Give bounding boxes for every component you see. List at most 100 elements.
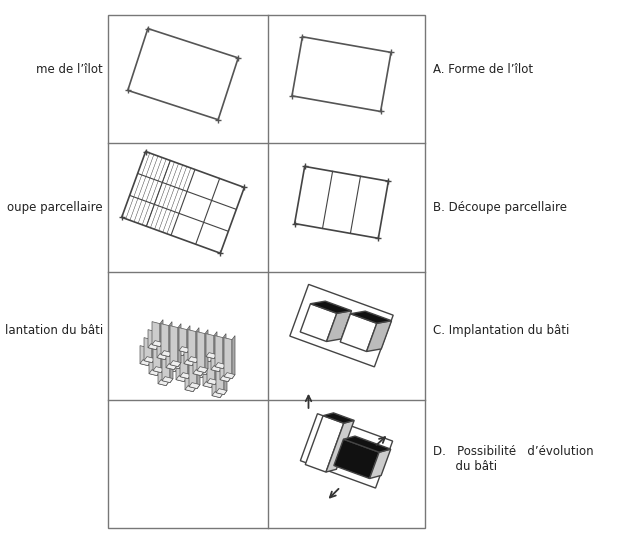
Polygon shape	[157, 346, 160, 376]
Polygon shape	[224, 373, 235, 379]
Polygon shape	[188, 343, 191, 379]
Polygon shape	[180, 373, 191, 379]
Polygon shape	[194, 372, 205, 377]
Polygon shape	[214, 332, 217, 359]
Polygon shape	[176, 376, 187, 382]
Polygon shape	[149, 348, 157, 376]
Polygon shape	[140, 360, 151, 366]
Polygon shape	[207, 379, 218, 384]
Polygon shape	[310, 301, 351, 313]
Polygon shape	[185, 386, 196, 392]
Polygon shape	[202, 356, 205, 377]
Polygon shape	[170, 326, 178, 367]
Polygon shape	[343, 436, 391, 452]
Polygon shape	[228, 343, 231, 382]
Polygon shape	[306, 416, 344, 472]
Polygon shape	[369, 449, 391, 478]
Polygon shape	[224, 338, 232, 379]
Polygon shape	[326, 421, 354, 472]
Polygon shape	[198, 369, 209, 375]
Polygon shape	[207, 352, 215, 384]
Polygon shape	[210, 340, 213, 362]
Polygon shape	[211, 366, 222, 372]
Polygon shape	[188, 329, 196, 363]
Polygon shape	[212, 392, 223, 397]
Polygon shape	[205, 329, 208, 373]
Polygon shape	[188, 356, 199, 363]
Polygon shape	[202, 342, 210, 362]
Polygon shape	[300, 303, 337, 341]
Polygon shape	[157, 354, 168, 360]
Polygon shape	[153, 340, 161, 373]
Polygon shape	[211, 343, 219, 372]
Polygon shape	[215, 349, 218, 384]
Polygon shape	[220, 376, 231, 382]
Polygon shape	[327, 310, 351, 341]
Polygon shape	[175, 349, 186, 356]
Polygon shape	[179, 328, 187, 353]
Polygon shape	[162, 342, 170, 383]
Polygon shape	[193, 369, 204, 376]
Polygon shape	[175, 349, 178, 372]
Polygon shape	[232, 336, 235, 379]
Polygon shape	[148, 343, 159, 349]
Polygon shape	[202, 356, 213, 362]
Polygon shape	[219, 342, 222, 372]
Polygon shape	[189, 348, 197, 389]
Polygon shape	[220, 346, 228, 382]
Polygon shape	[156, 328, 159, 349]
Polygon shape	[197, 367, 208, 373]
Text: me de l’îlot: me de l’îlot	[36, 63, 103, 76]
Polygon shape	[224, 352, 227, 395]
Polygon shape	[179, 342, 182, 369]
Polygon shape	[158, 349, 166, 386]
Text: C. Implantation du bâti: C. Implantation du bâti	[433, 324, 569, 337]
Polygon shape	[161, 350, 172, 356]
Polygon shape	[162, 376, 173, 383]
Polygon shape	[197, 332, 205, 373]
Polygon shape	[144, 338, 152, 363]
Polygon shape	[167, 366, 178, 372]
Polygon shape	[211, 357, 214, 388]
Polygon shape	[161, 338, 164, 373]
Polygon shape	[189, 383, 200, 389]
Polygon shape	[152, 322, 160, 347]
Polygon shape	[176, 354, 184, 382]
Polygon shape	[152, 336, 155, 363]
Polygon shape	[170, 340, 173, 383]
Polygon shape	[366, 321, 392, 352]
Polygon shape	[340, 314, 377, 352]
Polygon shape	[334, 439, 379, 478]
Polygon shape	[169, 322, 172, 356]
Polygon shape	[179, 347, 190, 353]
Polygon shape	[148, 329, 156, 349]
Text: lantation du bâti: lantation du bâti	[5, 324, 103, 337]
Polygon shape	[165, 329, 168, 360]
Polygon shape	[323, 413, 354, 423]
Polygon shape	[160, 320, 163, 347]
Polygon shape	[153, 367, 164, 373]
Polygon shape	[192, 336, 195, 366]
Polygon shape	[184, 360, 195, 366]
Polygon shape	[196, 328, 199, 363]
Polygon shape	[157, 332, 165, 360]
Polygon shape	[185, 356, 193, 392]
Polygon shape	[187, 326, 190, 353]
Polygon shape	[170, 361, 181, 367]
Polygon shape	[216, 389, 227, 395]
Polygon shape	[215, 363, 226, 369]
Polygon shape	[350, 311, 392, 323]
Polygon shape	[149, 369, 160, 376]
Text: B. Découpe parcellaire: B. Découpe parcellaire	[433, 201, 567, 214]
Polygon shape	[178, 323, 181, 367]
Polygon shape	[144, 356, 155, 363]
Polygon shape	[166, 334, 174, 369]
Polygon shape	[161, 323, 169, 356]
Polygon shape	[171, 363, 182, 369]
Polygon shape	[184, 352, 187, 382]
Polygon shape	[206, 334, 214, 359]
Polygon shape	[215, 336, 223, 369]
Polygon shape	[193, 354, 196, 391]
Polygon shape	[206, 348, 209, 375]
Text: oupe parcellaire: oupe parcellaire	[7, 201, 103, 214]
